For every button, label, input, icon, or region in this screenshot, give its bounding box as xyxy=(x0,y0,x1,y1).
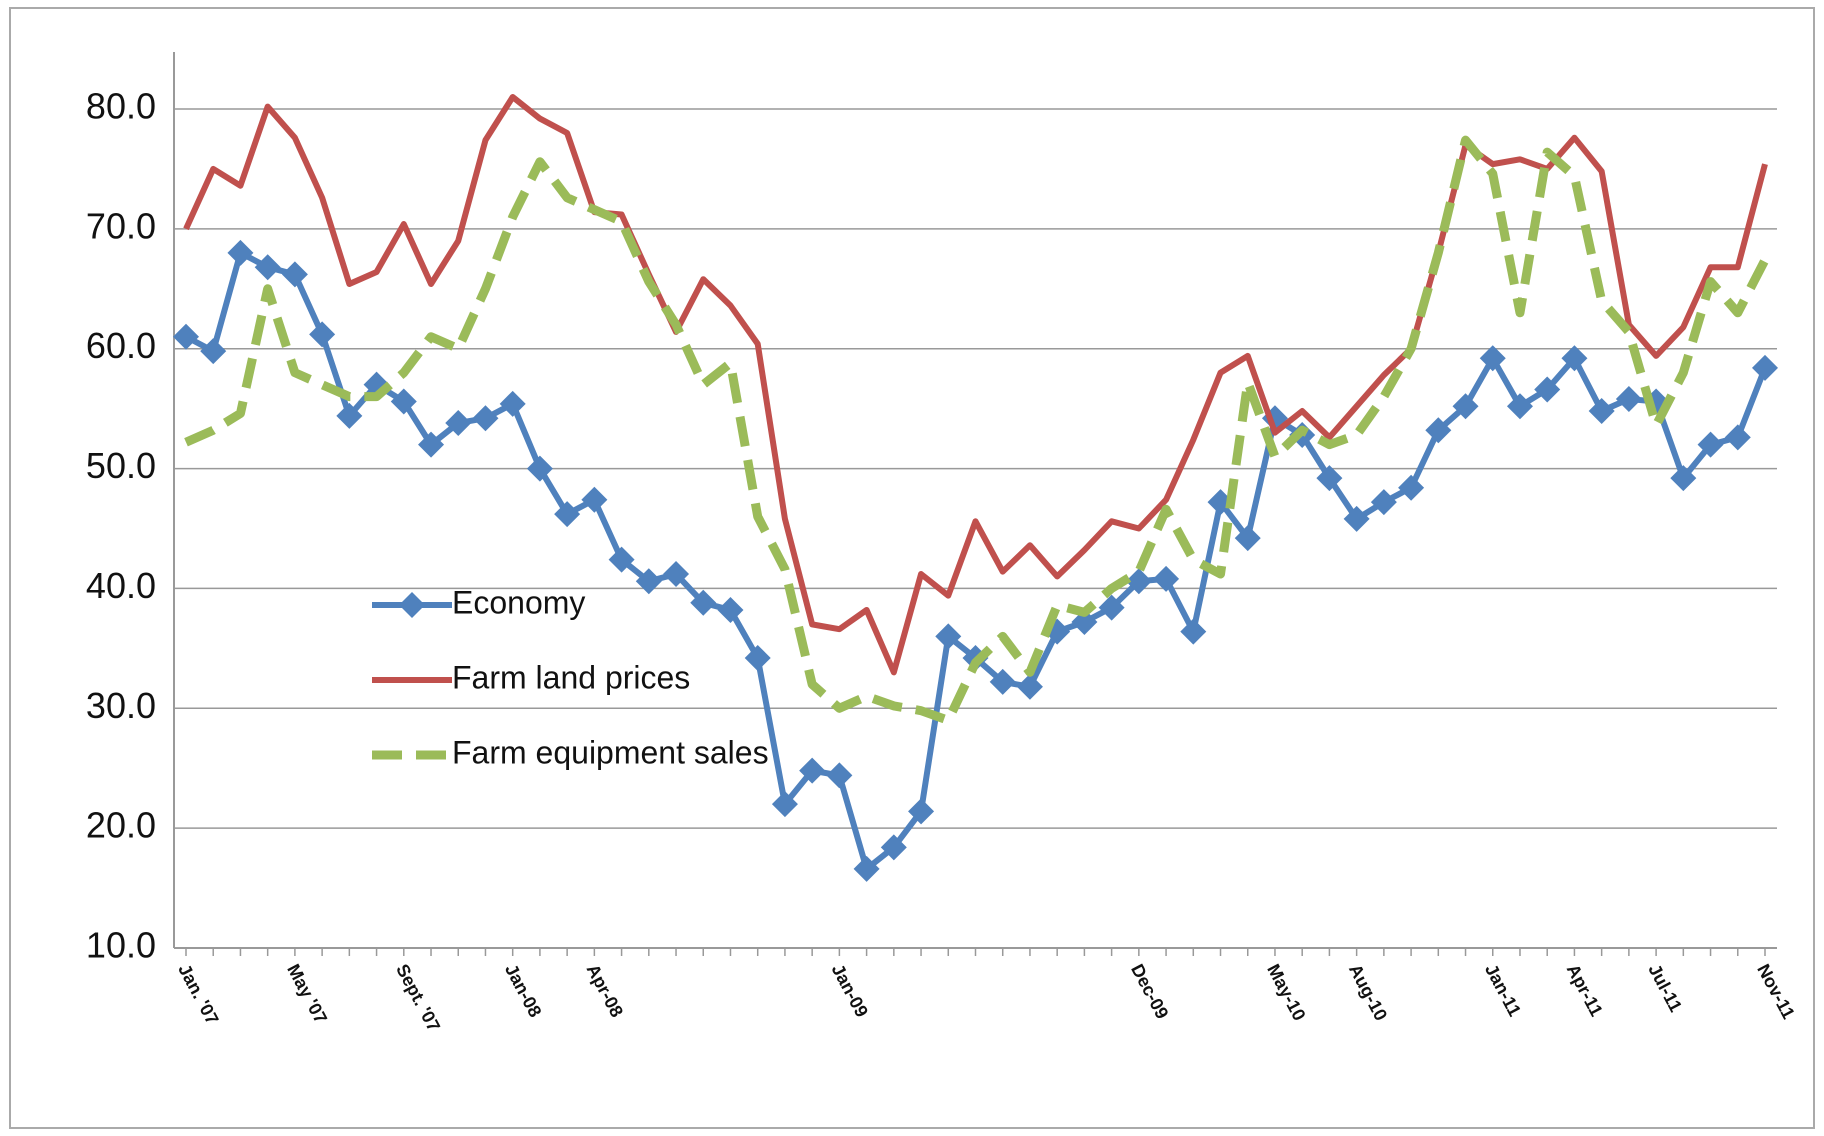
data-point xyxy=(1670,465,1697,492)
data-point xyxy=(581,486,608,513)
y-tick-label: 20.0 xyxy=(86,805,156,846)
data-point xyxy=(1071,608,1098,635)
data-point xyxy=(1316,465,1343,492)
data-point xyxy=(336,402,363,429)
data-point xyxy=(1479,345,1506,372)
data-point xyxy=(663,561,690,588)
data-point xyxy=(1697,431,1724,458)
data-point xyxy=(1098,594,1125,621)
y-tick-label: 50.0 xyxy=(86,445,156,486)
data-point xyxy=(526,455,553,482)
data-point xyxy=(635,568,662,595)
data-point xyxy=(1534,376,1561,403)
y-tick-label: 70.0 xyxy=(86,205,156,246)
data-point xyxy=(717,597,744,624)
data-point xyxy=(1153,565,1180,592)
data-point xyxy=(227,239,254,266)
legend-label: Farm equipment sales xyxy=(452,734,769,770)
data-point xyxy=(1343,505,1370,532)
y-tick-label: 80.0 xyxy=(86,86,156,127)
data-point xyxy=(281,261,308,288)
y-tick-label: 40.0 xyxy=(86,565,156,606)
chart-frame xyxy=(9,7,1815,1129)
data-point xyxy=(254,254,281,281)
data-point xyxy=(826,762,853,789)
data-point xyxy=(418,431,445,458)
data-point xyxy=(472,405,499,432)
data-point xyxy=(1615,386,1642,413)
data-line xyxy=(183,94,1768,676)
data-point xyxy=(744,644,771,671)
data-point xyxy=(1452,393,1479,420)
data-point xyxy=(1016,673,1043,700)
legend-marker xyxy=(399,592,425,618)
data-point xyxy=(1370,489,1397,516)
legend-label: Farm land prices xyxy=(452,659,690,695)
data-point xyxy=(554,501,581,528)
data-point xyxy=(989,668,1016,695)
data-point xyxy=(799,757,826,784)
data-point xyxy=(1234,525,1261,552)
data-point xyxy=(853,855,880,882)
data-point xyxy=(690,589,717,616)
data-point xyxy=(771,791,798,818)
data-point xyxy=(1425,417,1452,444)
data-point xyxy=(880,834,907,861)
data-point xyxy=(1561,345,1588,372)
data-point xyxy=(1724,424,1751,451)
legend-label: Economy xyxy=(452,584,585,620)
data-point xyxy=(445,410,472,437)
data-point xyxy=(173,323,199,350)
data-point xyxy=(935,623,962,650)
data-point xyxy=(1506,393,1533,420)
data-point xyxy=(1125,568,1152,595)
y-tick-label: 30.0 xyxy=(86,685,156,726)
data-point xyxy=(499,390,526,417)
data-point xyxy=(200,338,227,365)
data-point xyxy=(1588,398,1615,425)
y-tick-label: 10.0 xyxy=(86,925,156,966)
data-point xyxy=(1180,618,1207,645)
data-point xyxy=(1752,354,1778,381)
data-point xyxy=(608,546,635,573)
y-tick-label: 60.0 xyxy=(86,325,156,366)
data-point xyxy=(390,388,417,415)
data-point xyxy=(1207,489,1234,516)
data-point xyxy=(908,798,935,825)
data-point xyxy=(1398,474,1425,501)
data-line xyxy=(184,135,1769,725)
data-point xyxy=(309,321,336,348)
